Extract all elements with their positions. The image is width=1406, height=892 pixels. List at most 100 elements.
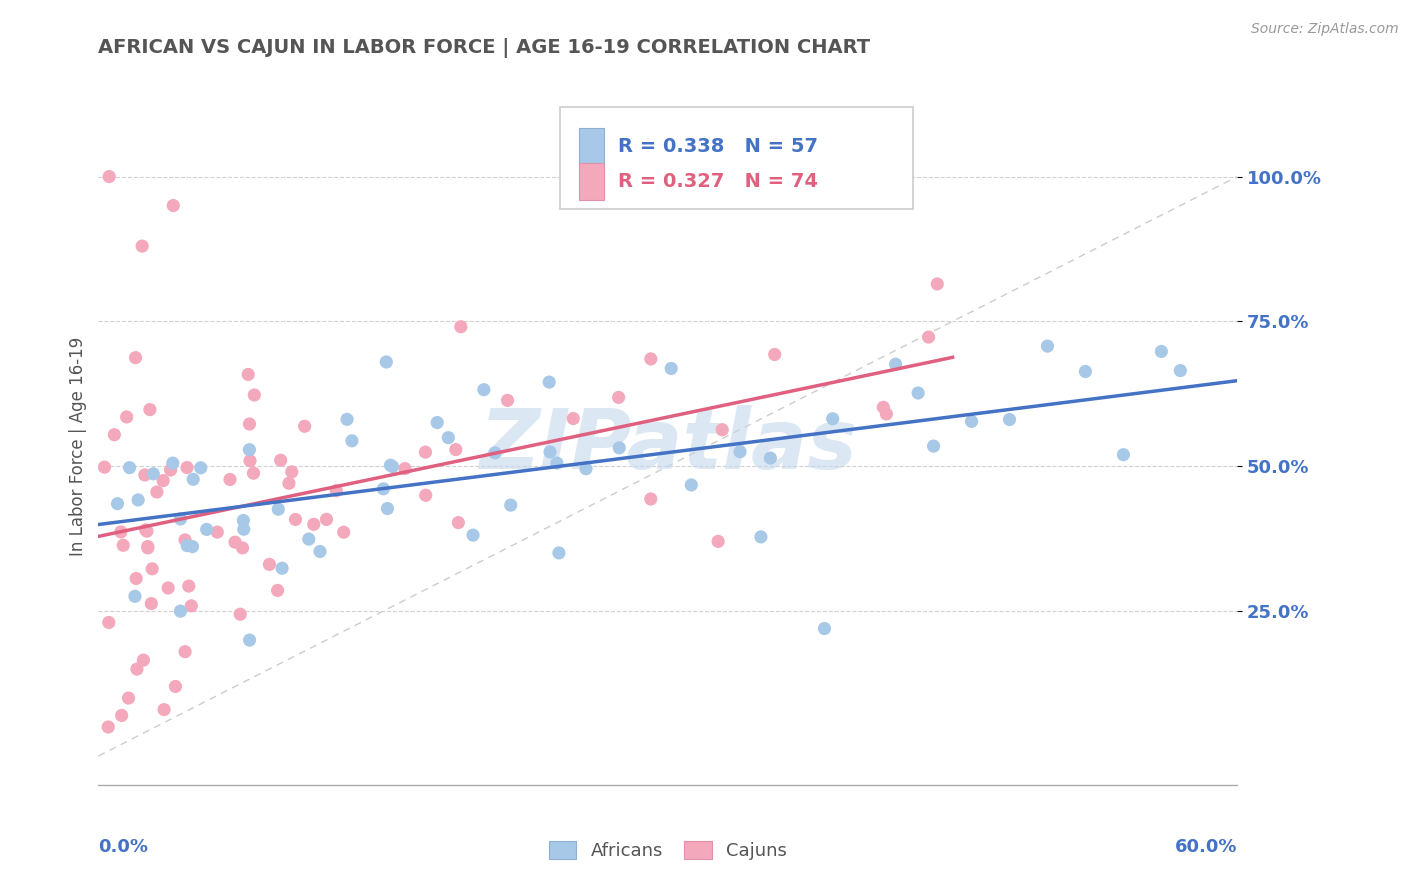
Point (169, 604, 191, 618)
Point (271, 561, 294, 575)
Point (112, 538, 135, 552)
Point (146, 485, 169, 500)
Point (907, 386, 929, 401)
Point (281, 465, 304, 479)
Point (426, 416, 449, 430)
Point (93, 460, 115, 475)
Bar (579, 163, 605, 200)
Point (450, 319, 472, 334)
Point (763, 347, 786, 361)
Point (340, 434, 363, 448)
Text: R = 0.327   N = 74: R = 0.327 N = 74 (617, 172, 818, 191)
Point (124, 351, 146, 365)
Point (174, 533, 197, 547)
Point (284, 512, 307, 526)
Point (707, 534, 730, 549)
Point (415, 488, 437, 502)
Point (174, 645, 197, 659)
Point (640, 351, 662, 366)
Point (575, 461, 598, 475)
Point (136, 540, 159, 554)
Point (415, 445, 437, 459)
Point (496, 393, 519, 408)
Point (165, 680, 187, 694)
Point (875, 407, 897, 421)
Bar (579, 128, 605, 165)
Point (821, 412, 844, 426)
Text: AFRICAN VS CAJUN IN LABOR FORCE | AGE 16-19 CORRELATION CHART: AFRICAN VS CAJUN IN LABOR FORCE | AGE 16… (98, 38, 870, 58)
Point (181, 540, 204, 554)
Point (125, 662, 148, 676)
Point (232, 522, 254, 536)
Point (377, 501, 399, 516)
Point (107, 497, 129, 511)
Point (309, 544, 332, 558)
Point (872, 401, 894, 415)
Point (231, 541, 253, 555)
Point (1150, 344, 1173, 359)
Point (169, 512, 191, 526)
Point (375, 355, 398, 369)
Point (239, 454, 262, 468)
Point (132, 653, 155, 667)
Point (484, 446, 506, 460)
Point (472, 383, 495, 397)
Text: Source: ZipAtlas.com: Source: ZipAtlas.com (1251, 22, 1399, 37)
Point (239, 633, 262, 648)
Point (115, 409, 138, 424)
Point (238, 417, 260, 431)
Point (176, 460, 198, 475)
Point (224, 535, 246, 549)
Point (538, 445, 561, 459)
Point (98, 169, 121, 184)
Point (110, 524, 132, 539)
Point (162, 456, 184, 470)
Point (190, 460, 212, 475)
Point (315, 512, 337, 526)
Point (134, 467, 156, 482)
Point (302, 517, 325, 532)
Point (380, 458, 402, 473)
Point (325, 483, 347, 498)
Text: ZIPatlas: ZIPatlas (479, 406, 856, 486)
Point (607, 441, 630, 455)
Point (176, 539, 198, 553)
Text: 60.0%: 60.0% (1175, 838, 1237, 856)
Point (1170, 363, 1192, 377)
Legend: Africans, Cajuns: Africans, Cajuns (541, 834, 794, 867)
Point (267, 502, 290, 516)
Point (131, 239, 153, 253)
Point (444, 442, 467, 457)
FancyBboxPatch shape (560, 107, 912, 209)
Point (499, 498, 522, 512)
Point (607, 390, 630, 404)
Point (546, 456, 568, 470)
Point (294, 419, 316, 434)
Point (960, 414, 983, 428)
Point (259, 558, 281, 572)
Point (136, 524, 159, 538)
Point (97, 720, 120, 734)
Point (103, 427, 125, 442)
Point (97, 615, 120, 630)
Point (157, 581, 180, 595)
Point (749, 530, 772, 544)
Point (181, 472, 204, 486)
Point (238, 442, 260, 457)
Point (640, 491, 662, 506)
Point (373, 482, 395, 496)
Point (159, 463, 181, 477)
Point (243, 388, 266, 402)
Point (207, 525, 229, 540)
Point (162, 198, 184, 212)
Point (219, 473, 242, 487)
Point (461, 528, 484, 542)
Point (180, 599, 202, 613)
Point (884, 357, 907, 371)
Point (135, 523, 157, 537)
Point (195, 523, 218, 537)
Point (1074, 364, 1097, 378)
Point (1036, 339, 1059, 353)
Point (711, 423, 734, 437)
Point (117, 691, 139, 706)
